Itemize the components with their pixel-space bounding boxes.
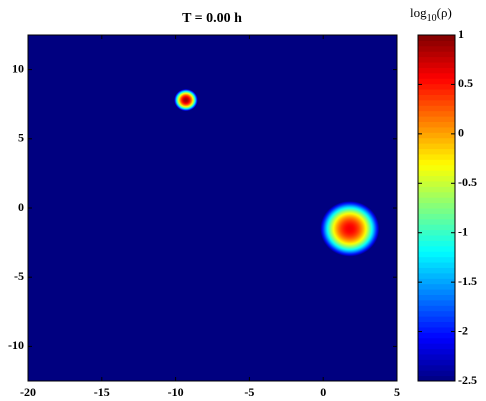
colorbar-frame	[417, 34, 456, 382]
colorbar-tick-label: 0.5	[458, 76, 473, 90]
colorbar-band	[418, 78, 455, 85]
colorbar-band	[418, 83, 455, 90]
colorbar-band	[418, 359, 455, 366]
colorbar-band	[418, 99, 455, 106]
colorbar-band	[418, 56, 455, 63]
colorbar-band	[418, 159, 455, 166]
x-tick-label: 0	[320, 385, 326, 399]
colorbar-band	[418, 175, 455, 182]
colorbar-band	[418, 35, 455, 41]
x-tick-label: 5	[394, 385, 400, 399]
x-tick-label: -5	[244, 385, 254, 399]
chart-title: T = 0.00 h	[182, 11, 242, 26]
y-tick-label: -5	[14, 269, 24, 283]
colorbar-band	[418, 208, 455, 214]
colorbar-band	[418, 110, 455, 117]
colorbar-band	[418, 283, 455, 290]
colorbar-band	[418, 105, 455, 112]
colorbar-band	[418, 148, 455, 155]
colorbar-band	[418, 289, 455, 295]
colorbar-band	[418, 180, 455, 187]
colorbar-band	[418, 343, 455, 350]
colorbar-band	[418, 116, 455, 122]
density-source	[320, 201, 380, 257]
density-source	[174, 88, 198, 112]
colorbar-tick-label: 0	[458, 126, 464, 140]
colorbar-label-sub: 10	[427, 13, 437, 24]
y-tick-label: -10	[8, 338, 24, 352]
colorbar-band	[418, 51, 455, 58]
colorbar-band	[418, 332, 455, 339]
colorbar-band	[418, 143, 455, 150]
colorbar-tick-label: -0.5	[458, 175, 477, 189]
colorbar-band	[418, 89, 455, 95]
colorbar-band	[418, 337, 455, 344]
colorbar-band	[418, 132, 455, 139]
colorbar-band	[418, 213, 455, 220]
colorbar-band	[418, 245, 455, 252]
colorbar-band	[418, 278, 455, 285]
colorbar-band	[418, 40, 455, 47]
colorbar-band	[418, 45, 455, 52]
colorbar-tick-label: -1	[458, 224, 468, 238]
colorbar-band	[418, 229, 455, 236]
colorbar-band	[418, 348, 455, 355]
colorbar-band	[418, 164, 455, 171]
colorbar-band	[418, 72, 455, 79]
colorbar-label-base: log	[410, 5, 427, 20]
colorbar-band	[418, 240, 455, 247]
colorbar-band	[418, 202, 455, 209]
colorbar-label-rest: (ρ)	[437, 5, 452, 20]
colorbar-band	[418, 235, 455, 241]
colorbar-band	[418, 316, 455, 323]
colorbar-band	[418, 321, 455, 328]
colorbar-band	[418, 197, 455, 204]
colorbar-band	[418, 262, 455, 268]
colorbar-band	[418, 153, 455, 160]
colorbar-band	[418, 126, 455, 133]
colorbar-band	[418, 137, 455, 144]
y-tick-label: 0	[18, 200, 24, 214]
colorbar-band	[418, 94, 455, 101]
colorbar-band	[418, 353, 455, 360]
colorbar-band	[418, 272, 455, 279]
colorbar-band	[418, 370, 455, 377]
colorbar-band	[418, 191, 455, 198]
colorbar-band	[418, 170, 455, 177]
colorbar-band	[418, 251, 455, 258]
colorbar-band	[418, 256, 455, 263]
colorbar-band	[418, 67, 455, 74]
colorbar-band	[418, 364, 455, 371]
colorbar-tick-label: -2.5	[458, 373, 477, 387]
colorbar-tick-label: -2	[458, 323, 468, 337]
colorbar-band	[418, 224, 455, 231]
colorbar-band	[418, 218, 455, 225]
colorbar-band	[418, 299, 455, 306]
x-tick-label: -20	[20, 385, 36, 399]
colorbar-band	[418, 294, 455, 301]
colorbar-band	[418, 310, 455, 317]
colorbar-label: log10(ρ)	[410, 5, 452, 24]
colorbar-tick-label: 1	[458, 27, 464, 41]
colorbar-band	[418, 375, 455, 382]
colorbar-band	[418, 305, 455, 312]
colorbar-band	[418, 267, 455, 274]
colorbar-band	[418, 62, 455, 68]
colorbar-band	[418, 186, 455, 193]
colorbar-band	[418, 326, 455, 333]
colorbar-band	[418, 121, 455, 128]
y-tick-label: 10	[12, 61, 24, 75]
y-tick-label: 5	[18, 131, 24, 145]
colorbar-tick-label: -1.5	[458, 274, 477, 288]
x-tick-label: -10	[168, 385, 184, 399]
x-tick-label: -15	[94, 385, 110, 399]
